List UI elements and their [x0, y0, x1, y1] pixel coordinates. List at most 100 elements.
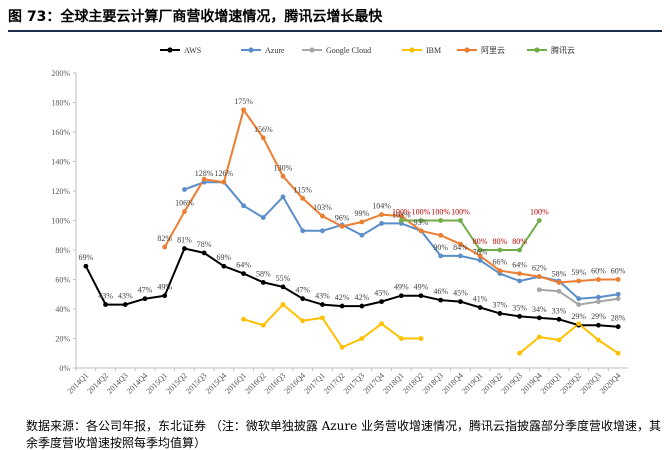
legend-marker [534, 47, 540, 53]
point-ibm [339, 344, 345, 350]
x-tick-label: 2020Q2 [559, 371, 584, 396]
data-label-aliyun: 60% [611, 267, 626, 276]
point-tencent-cloud [458, 218, 463, 223]
point-ibm [260, 322, 266, 328]
x-tick-label: 2017Q3 [342, 371, 367, 396]
data-label-aws: 69% [217, 253, 232, 262]
point-google-cloud [596, 299, 601, 305]
point-azure [596, 294, 601, 300]
point-google-cloud [556, 288, 562, 294]
data-label-azure: 128% [195, 169, 214, 178]
point-aliyun [320, 213, 325, 219]
point-aliyun [418, 228, 424, 234]
data-label-aws: 43% [118, 292, 133, 301]
x-tick-label: 2014Q2 [85, 371, 110, 396]
data-label-aws: 81% [177, 236, 192, 245]
data-label-aws: 58% [256, 269, 271, 278]
point-aliyun [556, 280, 562, 285]
point-aws [201, 250, 207, 256]
x-tick-label: 2019Q1 [460, 371, 485, 396]
data-label-aws: 28% [611, 314, 626, 323]
y-axis: 0% 20% 40% 60% 80% 100% 120% 140% 160% 180% 200% [51, 69, 77, 373]
x-tick-label: 2014Q3 [105, 371, 130, 396]
point-aliyun [280, 173, 286, 179]
x-tick-label: 2015Q2 [164, 371, 189, 396]
point-azure [260, 215, 266, 220]
point-aws [477, 305, 483, 310]
y-tick-label: 160% [51, 128, 70, 137]
data-label-aliyun: 62% [532, 264, 547, 273]
point-aws [458, 299, 463, 305]
point-aliyun [162, 244, 168, 250]
data-label-tencent-cloud: 100% [431, 208, 450, 217]
data-label-aws: 78% [197, 240, 212, 249]
data-label-azure: 76% [473, 247, 488, 256]
series-line-ibm [243, 303, 421, 349]
point-tencent-cloud [517, 247, 522, 253]
y-tick-label: 60% [55, 276, 70, 285]
point-azure [300, 228, 306, 234]
x-tick-label: 2016Q2 [243, 371, 268, 396]
point-azure [379, 221, 384, 226]
y-tick-label: 120% [51, 187, 70, 196]
point-aliyun [182, 209, 187, 215]
y-tick-label: 80% [55, 246, 70, 255]
legend-item-ibm: IBM [402, 46, 441, 55]
legend-label: AWS [184, 46, 201, 55]
data-label-aws: 46% [433, 287, 448, 296]
point-aws [320, 302, 325, 307]
point-aws [142, 296, 148, 302]
legend-marker [167, 47, 173, 53]
point-aws [379, 299, 384, 305]
point-ibm [596, 337, 601, 343]
data-label-aws: 49% [157, 283, 172, 292]
point-aliyun [576, 278, 582, 284]
data-label-aws: 33% [552, 306, 567, 315]
data-label-aws: 42% [355, 293, 370, 302]
series-line-ibm [518, 322, 619, 355]
data-label-aws: 35% [512, 303, 527, 312]
data-label-azure: 90% [433, 243, 448, 252]
point-ibm [615, 350, 621, 356]
point-ibm [576, 321, 582, 327]
x-tick-label: 2015Q3 [184, 371, 209, 396]
point-aliyun [458, 241, 463, 247]
x-tick-label: 2017Q1 [302, 371, 327, 396]
point-azure [320, 228, 325, 234]
point-aliyun [477, 253, 483, 259]
title-divider [8, 30, 662, 32]
x-tick-label: 2020Q4 [598, 371, 623, 396]
data-label-aws: 43% [315, 292, 330, 301]
data-label-azure: 103% [392, 210, 411, 219]
data-label-aws: 29% [591, 312, 606, 321]
point-aliyun [300, 195, 306, 201]
point-tencent-cloud [536, 218, 542, 223]
data-label-aliyun: 104% [372, 202, 391, 211]
point-aws [615, 324, 621, 330]
data-label-tencent-cloud: 100% [451, 208, 470, 217]
x-tick-label: 2017Q4 [361, 371, 386, 396]
point-azure [517, 278, 522, 284]
data-label-aliyun: 175% [234, 97, 253, 106]
y-tick-label: 40% [55, 305, 70, 314]
x-tick-label: 2018Q1 [381, 371, 406, 396]
point-aws [556, 316, 562, 322]
point-aliyun [339, 224, 345, 229]
point-aws [418, 293, 424, 299]
point-aws [497, 311, 503, 316]
data-label-aliyun: 96% [335, 213, 350, 222]
point-ibm [379, 321, 384, 327]
data-label-aliyun: 99% [355, 209, 370, 218]
point-aws [103, 302, 108, 307]
point-aliyun [536, 274, 542, 279]
data-label-aws: 47% [138, 286, 153, 295]
x-tick-label: 2017Q2 [322, 371, 347, 396]
point-azure [576, 296, 582, 302]
legend-label: Google Cloud [326, 46, 371, 55]
data-label-aliyun: 60% [591, 267, 606, 276]
point-tencent-cloud [398, 218, 404, 223]
y-tick-label: 140% [51, 158, 70, 167]
point-azure [438, 253, 444, 259]
point-azure [477, 257, 483, 263]
point-tencent-cloud [418, 218, 424, 223]
